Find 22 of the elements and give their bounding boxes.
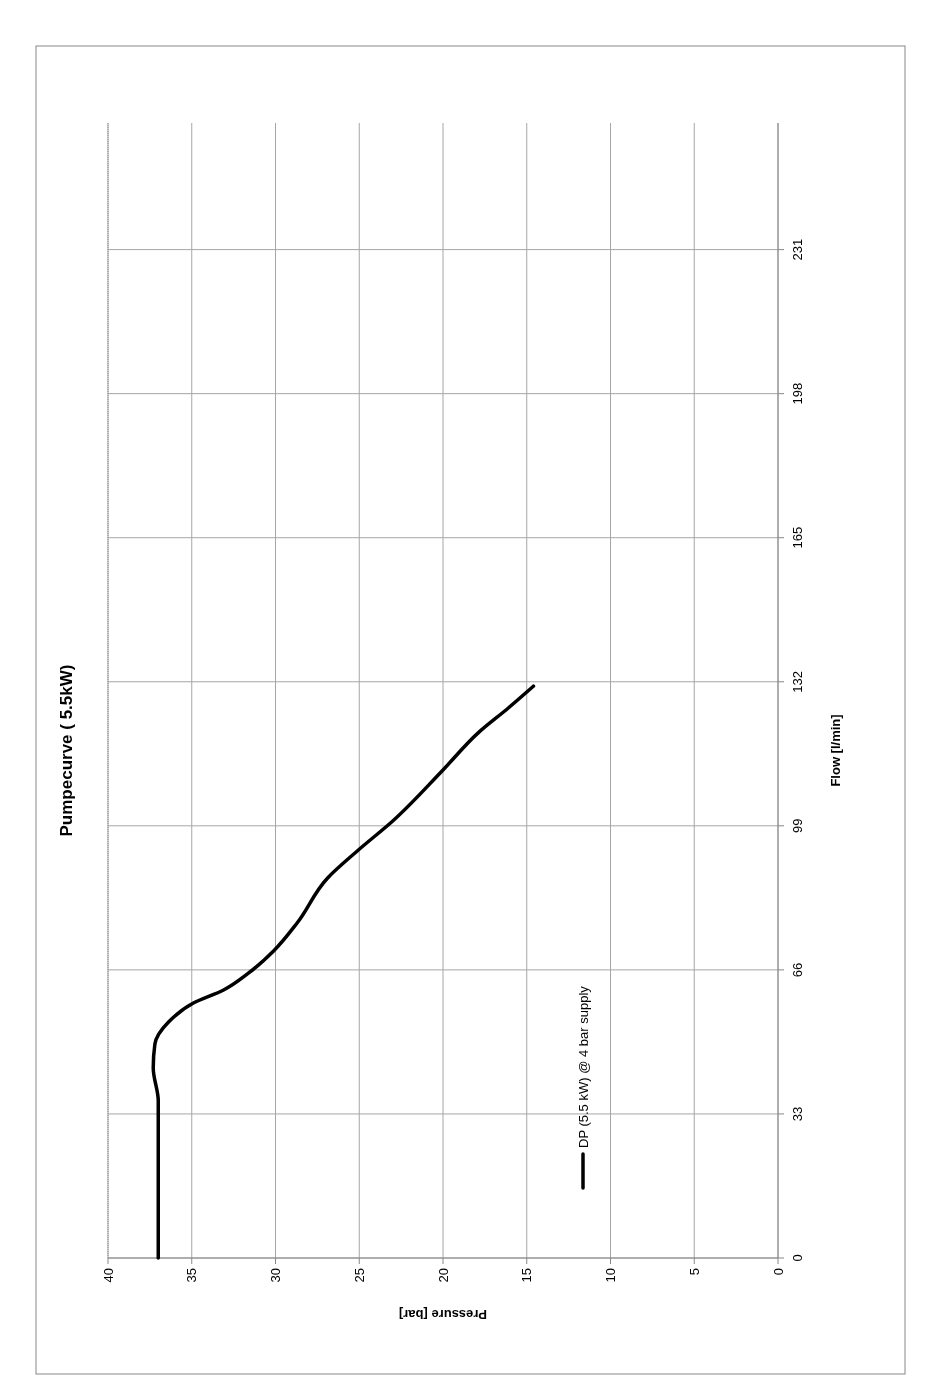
text: DP (5.5 kW) @ 4 bar supply — [575, 985, 591, 1148]
y-tick-label: 0 — [790, 1254, 805, 1262]
y-tick-label: 66 — [790, 962, 805, 978]
x-tick-label: 30 — [268, 1268, 284, 1283]
y-tick-label: 165 — [790, 526, 805, 549]
y-axis-title: Flow [l/min] — [828, 714, 843, 787]
y-tick-label: 198 — [790, 382, 805, 405]
y-tick-label: 33 — [790, 1106, 805, 1122]
x-tick-label: 15 — [519, 1268, 535, 1283]
y-tick-label: 99 — [790, 818, 805, 834]
line-series — [151, 684, 536, 1260]
text: Pumpecurve ( 5.5kW) — [57, 664, 76, 837]
x-axis-title: Pressure [bar] — [398, 1307, 488, 1322]
x-tick-label: 10 — [603, 1268, 619, 1283]
x-tick-label: 0 — [770, 1268, 786, 1276]
x-tick-label: 40 — [100, 1268, 116, 1283]
x-tick-label: 35 — [184, 1268, 200, 1283]
x-tick-label: 25 — [351, 1268, 367, 1283]
y-tick-label: 132 — [790, 670, 805, 693]
x-tick-label: 20 — [435, 1268, 451, 1283]
x-tick-label: 5 — [686, 1268, 702, 1276]
y-tick-label: 231 — [790, 238, 805, 261]
